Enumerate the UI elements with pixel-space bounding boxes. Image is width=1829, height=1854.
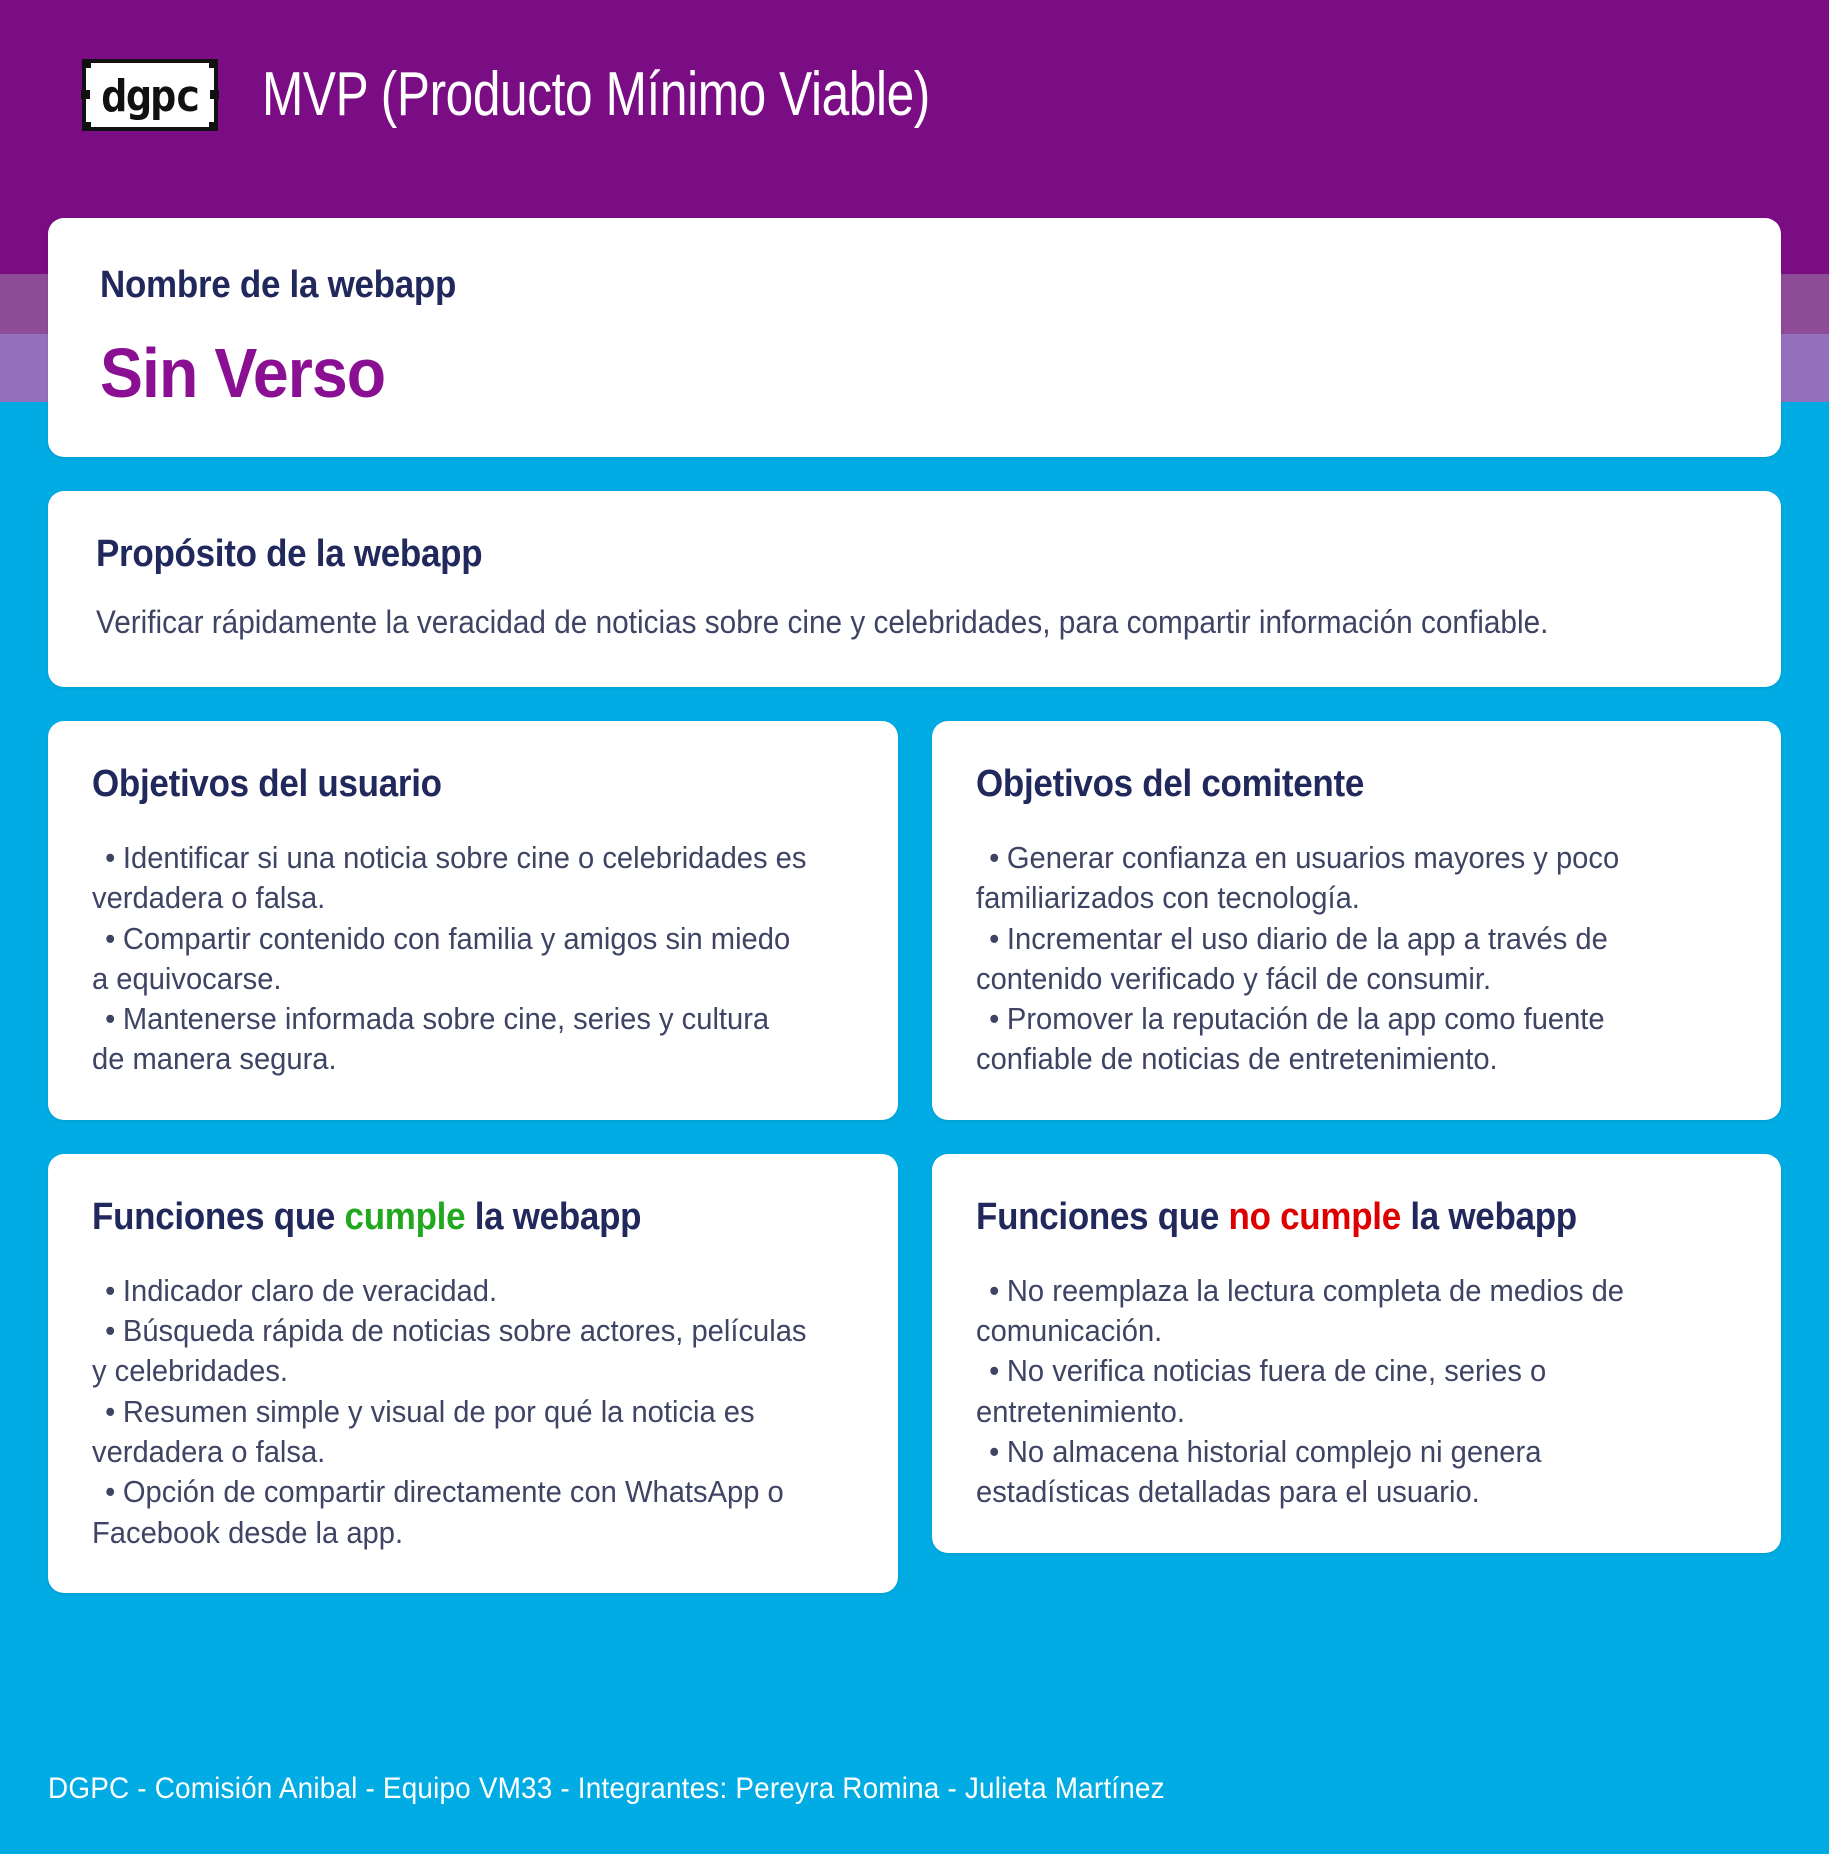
committer-goals-list: Generar confianza en usuarios mayores y … — [976, 838, 1738, 1080]
webapp-purpose-text: Verificar rápidamente la veracidad de no… — [96, 604, 1549, 640]
list-item: Promover la reputación de la app como fu… — [976, 999, 1692, 1080]
main-content: Nombre de la webapp Sin Verso Propósito … — [0, 0, 1829, 1627]
list-item: Generar confianza en usuarios mayores y … — [976, 838, 1692, 919]
list-item: Búsqueda rápida de noticias sobre actore… — [92, 1311, 808, 1392]
title-highlight: cumple — [344, 1195, 466, 1238]
committer-goals-card: Objetivos del comitente Generar confianz… — [931, 721, 1781, 1120]
webapp-name-label: Nombre de la webapp — [100, 264, 457, 306]
functions-not-fulfilled-list: No reemplaza la lectura completa de medi… — [976, 1271, 1738, 1513]
logo-corner-mark — [81, 90, 90, 99]
list-item: Compartir contenido con familia y amigos… — [92, 919, 808, 1000]
logo-corner-mark — [209, 59, 218, 68]
page-footer: DGPC - Comisión Anibal - Equipo VM33 - I… — [48, 1772, 1165, 1805]
list-item: No reemplaza la lectura completa de medi… — [976, 1271, 1692, 1352]
committer-goals-title: Objetivos del comitente — [975, 763, 1364, 805]
title-highlight: no cumple — [1228, 1195, 1401, 1238]
list-item: Incrementar el uso diario de la app a tr… — [976, 919, 1692, 1000]
page-title: MVP (Producto Mínimo Viable) — [262, 60, 930, 129]
webapp-name-value: Sin Verso — [100, 334, 386, 412]
title-suffix: la webapp — [1400, 1195, 1577, 1238]
list-item: Resumen simple y visual de por qué la no… — [92, 1392, 808, 1473]
webapp-purpose-label: Propósito de la webapp — [96, 533, 483, 575]
dgpc-logo: dgpc — [81, 59, 219, 131]
list-item: Indicador claro de veracidad. — [92, 1271, 808, 1311]
logo-corner-mark — [209, 122, 218, 131]
list-item: No almacena historial complejo ni genera… — [976, 1432, 1692, 1513]
webapp-name-card: Nombre de la webapp Sin Verso — [48, 218, 1781, 457]
list-item: Identificar si una noticia sobre cine o … — [92, 838, 808, 919]
functions-fulfilled-list: Indicador claro de veracidad.Búsqueda rá… — [92, 1271, 854, 1553]
list-item: Opción de compartir directamente con Wha… — [92, 1472, 808, 1553]
functions-fulfilled-title: Funciones que cumple la webapp — [92, 1196, 793, 1239]
functions-fulfilled-card: Funciones que cumple la webapp Indicador… — [48, 1153, 898, 1593]
functions-not-fulfilled-card: Funciones que no cumple la webapp No ree… — [931, 1153, 1781, 1553]
functions-row: Funciones que cumple la webapp Indicador… — [48, 1153, 1781, 1593]
logo-corner-mark — [210, 90, 219, 99]
logo-corner-mark — [82, 122, 91, 131]
goals-row: Objetivos del usuario Identificar si una… — [48, 721, 1781, 1120]
title-prefix: Funciones que — [975, 1195, 1229, 1238]
webapp-purpose-card: Propósito de la webapp Verificar rápidam… — [48, 491, 1781, 687]
list-item: No verifica noticias fuera de cine, seri… — [976, 1351, 1692, 1432]
logo-corner-mark — [82, 59, 91, 68]
logo-wordmark: dgpc — [101, 71, 201, 122]
user-goals-title: Objetivos del usuario — [92, 763, 442, 805]
functions-not-fulfilled-title: Funciones que no cumple la webapp — [976, 1196, 1677, 1239]
user-goals-list: Identificar si una noticia sobre cine o … — [92, 838, 854, 1080]
list-item: Mantenerse informada sobre cine, series … — [92, 999, 808, 1080]
title-prefix: Funciones que — [92, 1195, 345, 1238]
title-suffix: la webapp — [465, 1195, 642, 1238]
user-goals-card: Objetivos del usuario Identificar si una… — [48, 721, 898, 1120]
page-header: dgpc MVP (Producto Mínimo Viable) — [0, 0, 1829, 190]
